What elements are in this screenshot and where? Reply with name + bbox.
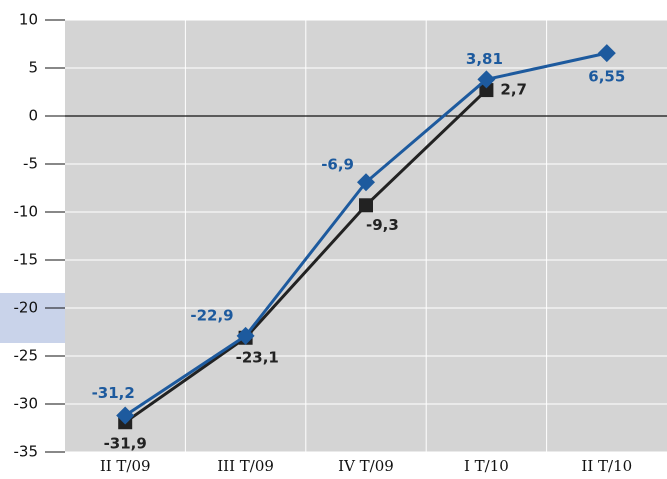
value-label: -22,9	[190, 306, 233, 324]
y-tick-label: -35	[14, 443, 39, 461]
x-tick-label: II T/09	[100, 457, 151, 475]
x-tick-label: III T/09	[217, 457, 274, 475]
point	[357, 173, 375, 192]
value-label: -31,9	[104, 435, 147, 453]
plot-area	[65, 20, 667, 452]
point	[359, 198, 373, 213]
y-tick-label: -20	[14, 299, 39, 317]
point	[477, 70, 496, 89]
y-tick-label: -30	[14, 395, 39, 413]
x-tick-label: II T/10	[581, 457, 632, 475]
highlight-band	[0, 293, 65, 343]
point	[236, 326, 255, 345]
point	[597, 44, 616, 63]
value-label: -31,2	[92, 384, 135, 402]
point	[479, 83, 494, 98]
y-tick-label: 0	[28, 107, 38, 125]
x-tick-label: I T/10	[464, 457, 509, 475]
y-tick-label: 10	[19, 11, 38, 29]
value-label: -6,9	[321, 156, 354, 174]
series-line	[124, 88, 488, 424]
y-tick-label: -5	[23, 155, 38, 173]
y-tick-label: 5	[28, 59, 38, 77]
point	[116, 406, 135, 425]
y-tick-label: -15	[14, 251, 39, 269]
y-tick-label: -25	[14, 347, 39, 365]
x-tick-label: IV T/09	[338, 457, 394, 475]
y-tick-label: -10	[14, 203, 39, 221]
value-label: -23,1	[236, 348, 279, 366]
value-label: 3,81	[466, 50, 503, 68]
value-label: -9,3	[366, 216, 399, 234]
value-label: 6,55	[588, 68, 625, 86]
value-label: 2,7	[500, 81, 527, 99]
